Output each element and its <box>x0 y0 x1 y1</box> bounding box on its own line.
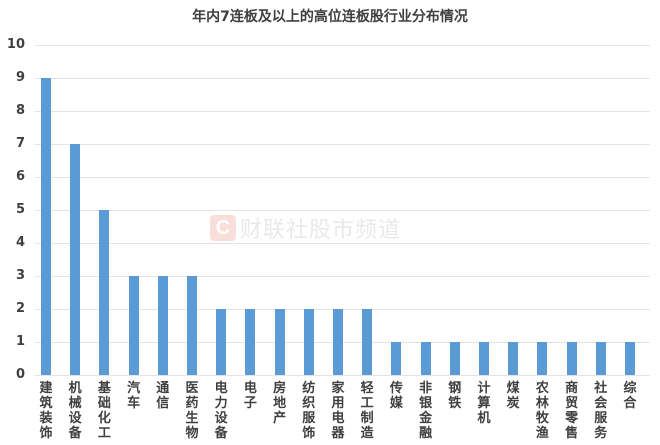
bar <box>449 342 460 375</box>
x-tick-label: 综合 <box>623 381 637 411</box>
gridline <box>35 144 650 145</box>
y-tick-label: 7 <box>15 136 25 151</box>
y-tick-label: 10 <box>6 37 25 52</box>
bar <box>128 276 139 375</box>
x-tick-label: 轻工制造 <box>360 381 374 441</box>
x-tick-label: 煤炭 <box>506 381 520 411</box>
cls-logo-icon: C <box>210 215 236 241</box>
bar <box>303 309 314 375</box>
bar <box>70 144 81 375</box>
y-tick-label: 0 <box>15 367 25 382</box>
x-tick-label: 商贸零售 <box>565 381 579 441</box>
chart-title: 年内7连板及以上的高位连板股行业分布情况 <box>192 9 468 25</box>
y-tick-label: 2 <box>15 301 25 316</box>
gridline <box>35 375 650 376</box>
bar <box>537 342 548 375</box>
y-tick-label: 5 <box>15 202 25 217</box>
x-tick-label: 纺织服饰 <box>302 381 316 441</box>
gridline <box>35 276 650 277</box>
plot-area: 0 1 2 3 4 5 6 7 8 9 10 <box>7 38 650 382</box>
x-tick-label: 建筑装饰 <box>39 381 53 441</box>
gridline <box>35 45 650 46</box>
bar <box>333 309 343 375</box>
y-tick-label: 4 <box>15 235 25 250</box>
y-tick-label: 1 <box>15 334 25 349</box>
x-tick-label: 通信 <box>156 381 170 411</box>
x-tick-label: 基础化工 <box>97 381 111 441</box>
x-tick-label: 非银金融 <box>419 381 433 441</box>
gridline <box>35 243 650 244</box>
bar <box>274 309 285 375</box>
bar <box>420 342 431 375</box>
x-tick-label: 计算机 <box>477 381 491 426</box>
x-tick-label: 农林牧渔 <box>535 381 549 441</box>
x-tick-label: 机械设备 <box>68 381 82 441</box>
gridline <box>35 111 650 112</box>
bar <box>625 342 635 375</box>
bar <box>187 276 197 375</box>
x-tick-label: 房地产 <box>273 381 287 426</box>
x-tick-label: 电子 <box>243 381 257 411</box>
watermark-text: 财联社股市频道 <box>240 218 402 243</box>
x-tick-label: 钢铁 <box>448 381 462 411</box>
y-tick-label: 3 <box>15 268 25 283</box>
bar <box>508 342 519 375</box>
bar <box>157 276 168 375</box>
bar <box>216 309 227 375</box>
x-tick-label: 医药生物 <box>185 381 199 441</box>
bar <box>245 309 256 375</box>
bar <box>391 342 402 375</box>
gridline <box>35 177 650 178</box>
bar <box>479 342 489 375</box>
bar <box>41 78 51 375</box>
bar <box>99 210 110 375</box>
x-tick-label: 汽车 <box>127 381 141 411</box>
bar <box>595 342 606 375</box>
y-tick-label: 8 <box>15 103 25 118</box>
x-tick-label: 社会服务 <box>594 381 608 441</box>
x-tick-label: 电力设备 <box>214 381 228 441</box>
y-tick-label: 6 <box>15 169 25 184</box>
gridline <box>35 210 650 211</box>
x-tick-label: 传媒 <box>389 381 403 411</box>
bar <box>362 309 373 375</box>
gridline <box>35 78 650 79</box>
watermark: C 财联社股市频道 <box>210 212 401 244</box>
bar <box>566 342 577 375</box>
x-tick-label: 家用电器 <box>331 381 345 441</box>
y-tick-label: 9 <box>15 70 25 85</box>
